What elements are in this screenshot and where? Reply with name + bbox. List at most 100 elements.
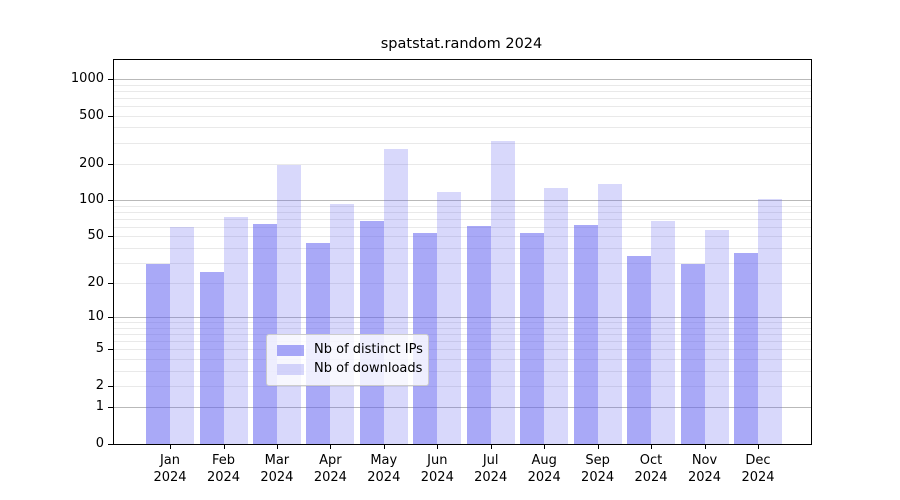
x-tick-label: Mar 2024 [260,453,294,485]
gridline-minor [114,106,811,107]
gridline-minor [114,236,811,238]
gridline-minor [114,90,811,92]
x-tick-label: Apr 2024 [313,453,347,485]
y-tick-mark [108,386,114,387]
gridline-minor [114,226,811,228]
x-tick-label: Aug 2024 [527,453,561,485]
x-tick-mark [651,444,652,449]
y-tick-label: 0 [95,436,104,451]
y-tick-label: 200 [79,155,104,171]
gridline-major [114,407,811,409]
bar-downloads [597,184,622,444]
bar-downloads [490,140,515,444]
y-tick-mark [108,444,114,445]
gridline-minor [114,163,811,165]
y-tick-label: 100 [79,192,104,208]
plot-area: 0 1 2 5 10 20 50 100 200 500 1000 Jan 2024 Feb 2024 M… [71,59,812,485]
bar-distinct-ips [573,225,598,444]
x-tick-label: Jul 2024 [474,453,508,485]
y-tick-mark [108,283,114,285]
gridline-minor [114,386,811,387]
gridline-minor [114,322,811,324]
y-tick-label: 50 [87,228,104,244]
gridline-minor [114,359,811,360]
x-tick-mark [758,444,759,449]
bar-distinct-ips [199,271,224,444]
gridline-minor [114,218,811,220]
gridline-minor [114,97,811,99]
gridline-minor [114,127,811,129]
y-tick-label: 500 [79,107,104,123]
bar-distinct-ips [627,256,651,444]
chart-title: spatstat.random 2024 [380,36,543,52]
gridline-minor [114,262,811,264]
legend-swatch-distinct-ips [277,344,304,356]
gridline-minor [114,115,811,117]
x-tick-mark [223,444,225,449]
x-tick-label: Dec 2024 [741,453,775,485]
x-tick-label: Jun 2024 [420,453,454,485]
x-tick-mark [597,444,599,449]
bar-distinct-ips [359,221,384,444]
legend-row-downloads: Nb of downloads [277,361,422,377]
legend-swatch-downloads [277,363,304,375]
bar-distinct-ips [734,253,758,444]
gridline-minor [114,370,811,372]
bar-downloads [330,204,355,444]
y-tick-label: 5 [95,341,104,357]
y-tick-label: 1 [95,399,104,415]
y-tick-label: 20 [87,275,104,291]
x-tick-mark [170,444,171,449]
gridline-minor [114,327,811,329]
bar-distinct-ips [680,264,705,444]
bar-downloads [223,217,248,444]
y-tick-mark [108,200,114,202]
x-tick-label: Jan 2024 [153,453,187,485]
y-tick-label: 2 [95,378,104,393]
legend: Nb of distinct IPs Nb of downloads [266,334,429,386]
bar-distinct-ips [146,264,170,444]
y-tick-mark [108,317,114,319]
gridline-minor [114,84,811,86]
gridline-minor [114,142,811,144]
bar-downloads [437,192,462,444]
bar-downloads [758,199,782,444]
legend-label-distinct-ips: Nb of distinct IPs [314,342,423,357]
gridline-major [114,317,811,319]
x-tick-mark [490,444,492,449]
gridline-minor [114,349,811,351]
x-tick-label: May 2024 [367,453,401,485]
gridline-major [114,79,811,80]
gridline-minor [114,247,811,249]
bar-distinct-ips [466,226,491,444]
gridline-major [114,200,811,202]
gridline-minor [114,205,811,207]
x-tick-label: Oct 2024 [634,453,668,485]
x-tick-mark [544,444,546,449]
x-tick-mark [437,444,439,449]
gridline-minor [114,211,811,213]
x-tick-mark [704,444,706,449]
gridline-minor [114,283,811,285]
y-tick-mark [108,407,114,409]
legend-row-distinct-ips: Nb of distinct IPs [277,342,423,358]
y-tick-mark [108,349,114,351]
gridline-minor [114,341,811,343]
bar-downloads [276,164,301,444]
y-tick-mark [108,115,114,117]
y-tick-mark [108,236,114,238]
x-tick-label: Feb 2024 [206,453,241,485]
y-tick-mark [108,79,114,80]
bar-downloads [383,149,408,444]
bar-downloads [544,188,569,444]
x-tick-label: Sep 2024 [581,453,615,485]
x-tick-mark [383,444,385,449]
y-tick-label: 10 [87,309,104,325]
bar-downloads [704,230,729,444]
bar-distinct-ips [520,233,545,444]
bar-downloads [170,226,194,444]
legend-label-downloads: Nb of downloads [314,361,423,376]
y-tick-label: 1000 [70,71,104,86]
x-tick-mark [276,444,278,449]
